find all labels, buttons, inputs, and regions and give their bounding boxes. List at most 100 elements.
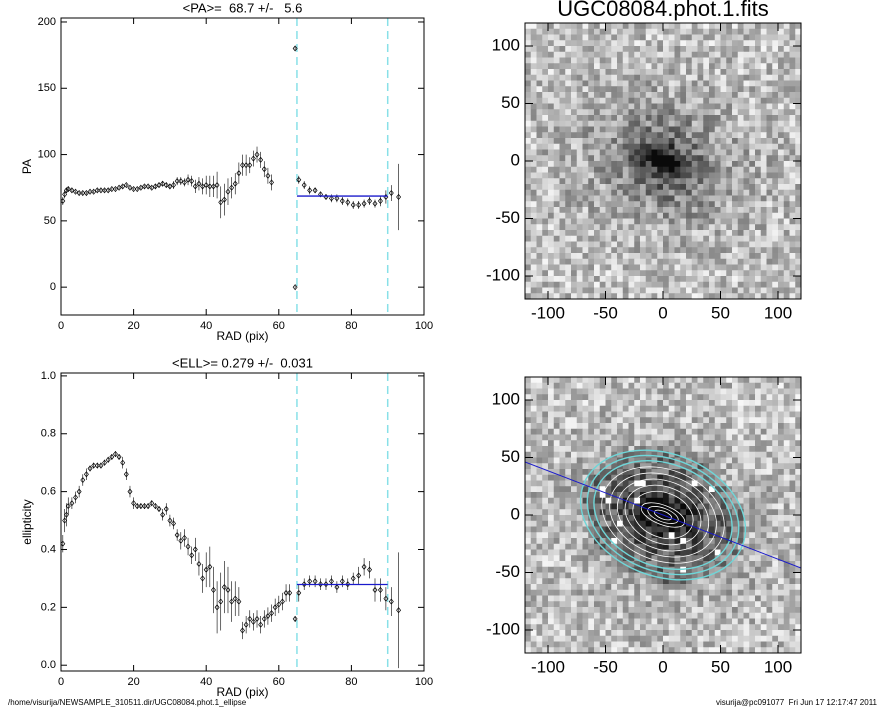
image-pixel [542, 46, 549, 53]
image-pixel [755, 486, 762, 493]
image-pixel [536, 166, 543, 173]
image-pixel [749, 253, 756, 260]
image-pixel [766, 207, 773, 214]
image-pixel [703, 74, 710, 81]
image-pixel [651, 612, 658, 619]
image-pixel [795, 440, 802, 447]
image-pixel [617, 207, 624, 214]
image-pixel [789, 526, 796, 533]
image-pixel [548, 532, 555, 539]
image-pixel [709, 480, 716, 487]
image-pixel [703, 184, 710, 191]
image-pixel [772, 457, 779, 464]
image-pixel [605, 212, 612, 219]
image-pixel [611, 155, 618, 162]
image-pixel [628, 241, 635, 248]
image-pixel [582, 561, 589, 568]
image-pixel [697, 161, 704, 168]
image-pixel [605, 218, 612, 225]
image-pixel [772, 601, 779, 608]
image-pixel [760, 624, 767, 631]
image-pixel [594, 543, 601, 550]
image-pixel [737, 218, 744, 225]
image-pixel [628, 115, 635, 122]
image-pixel [640, 601, 647, 608]
image-pixel [703, 388, 710, 395]
image-pixel [697, 561, 704, 568]
image-pixel [553, 235, 560, 242]
image-pixel [594, 264, 601, 271]
image-pixel [645, 270, 652, 277]
image-pixel [795, 405, 802, 412]
image-pixel [663, 69, 670, 76]
image-pixel [588, 161, 595, 168]
image-pixel [778, 138, 785, 145]
image-pixel [640, 624, 647, 631]
image-pixel [714, 166, 721, 173]
image-pixel [709, 161, 716, 168]
image-pixel [594, 155, 601, 162]
data-point [383, 595, 389, 602]
image-pixel [778, 74, 785, 81]
image-pixel [553, 143, 560, 150]
image-pixel [559, 417, 566, 424]
image-pixel [576, 463, 583, 470]
image-pixel [530, 607, 537, 614]
image-pixel [668, 538, 675, 545]
image-pixel [697, 224, 704, 231]
y-tick-label: 0.8 [41, 428, 56, 440]
image-pixel [588, 46, 595, 53]
image-pixel [559, 457, 566, 464]
image-pixel [611, 241, 618, 248]
image-pixel [559, 23, 566, 30]
image-pixel [674, 115, 681, 122]
image-pixel [795, 624, 802, 631]
image-pixel [663, 492, 670, 499]
image-pixel [542, 440, 549, 447]
image-pixel [691, 258, 698, 265]
image-pixel [645, 28, 652, 35]
image-pixel [783, 69, 790, 76]
image-pixel [582, 446, 589, 453]
image-pixel [789, 172, 796, 179]
image-pixel [755, 411, 762, 418]
image-pixel [611, 161, 618, 168]
image-pixel [795, 97, 802, 104]
image-pixel [720, 377, 727, 384]
image-pixel [628, 293, 635, 300]
image-pixel [783, 394, 790, 401]
data-point [287, 589, 293, 596]
image-pixel [766, 411, 773, 418]
image-pixel [663, 115, 670, 122]
image-pixel [599, 103, 606, 110]
image-pixel [663, 457, 670, 464]
image-pixel [766, 492, 773, 499]
image-pixel [617, 161, 624, 168]
image-pixel [657, 538, 664, 545]
image-pixel [686, 166, 693, 173]
data-point [221, 196, 227, 203]
image-pixel [565, 57, 572, 64]
image-pixel [720, 178, 727, 185]
image-pixel [651, 241, 658, 248]
image-pixel [548, 126, 555, 133]
image-pixel [663, 451, 670, 458]
image-pixel [703, 264, 710, 271]
image-pixel [663, 635, 670, 642]
image-pixel [778, 515, 785, 522]
image-pixel [628, 538, 635, 545]
image-pixel [645, 509, 652, 516]
image-pixel [525, 589, 532, 596]
image-pixel [755, 109, 762, 116]
image-pixel [548, 80, 555, 87]
image-pixel [657, 509, 664, 516]
image-pixel [576, 555, 583, 562]
image-pixel [559, 463, 566, 470]
image-pixel [628, 555, 635, 562]
image-pixel [651, 51, 658, 58]
image-pixel [588, 195, 595, 202]
image-pixel [640, 584, 647, 591]
image-pixel [737, 109, 744, 116]
image-pixel [663, 538, 670, 545]
image-pixel [657, 161, 664, 168]
